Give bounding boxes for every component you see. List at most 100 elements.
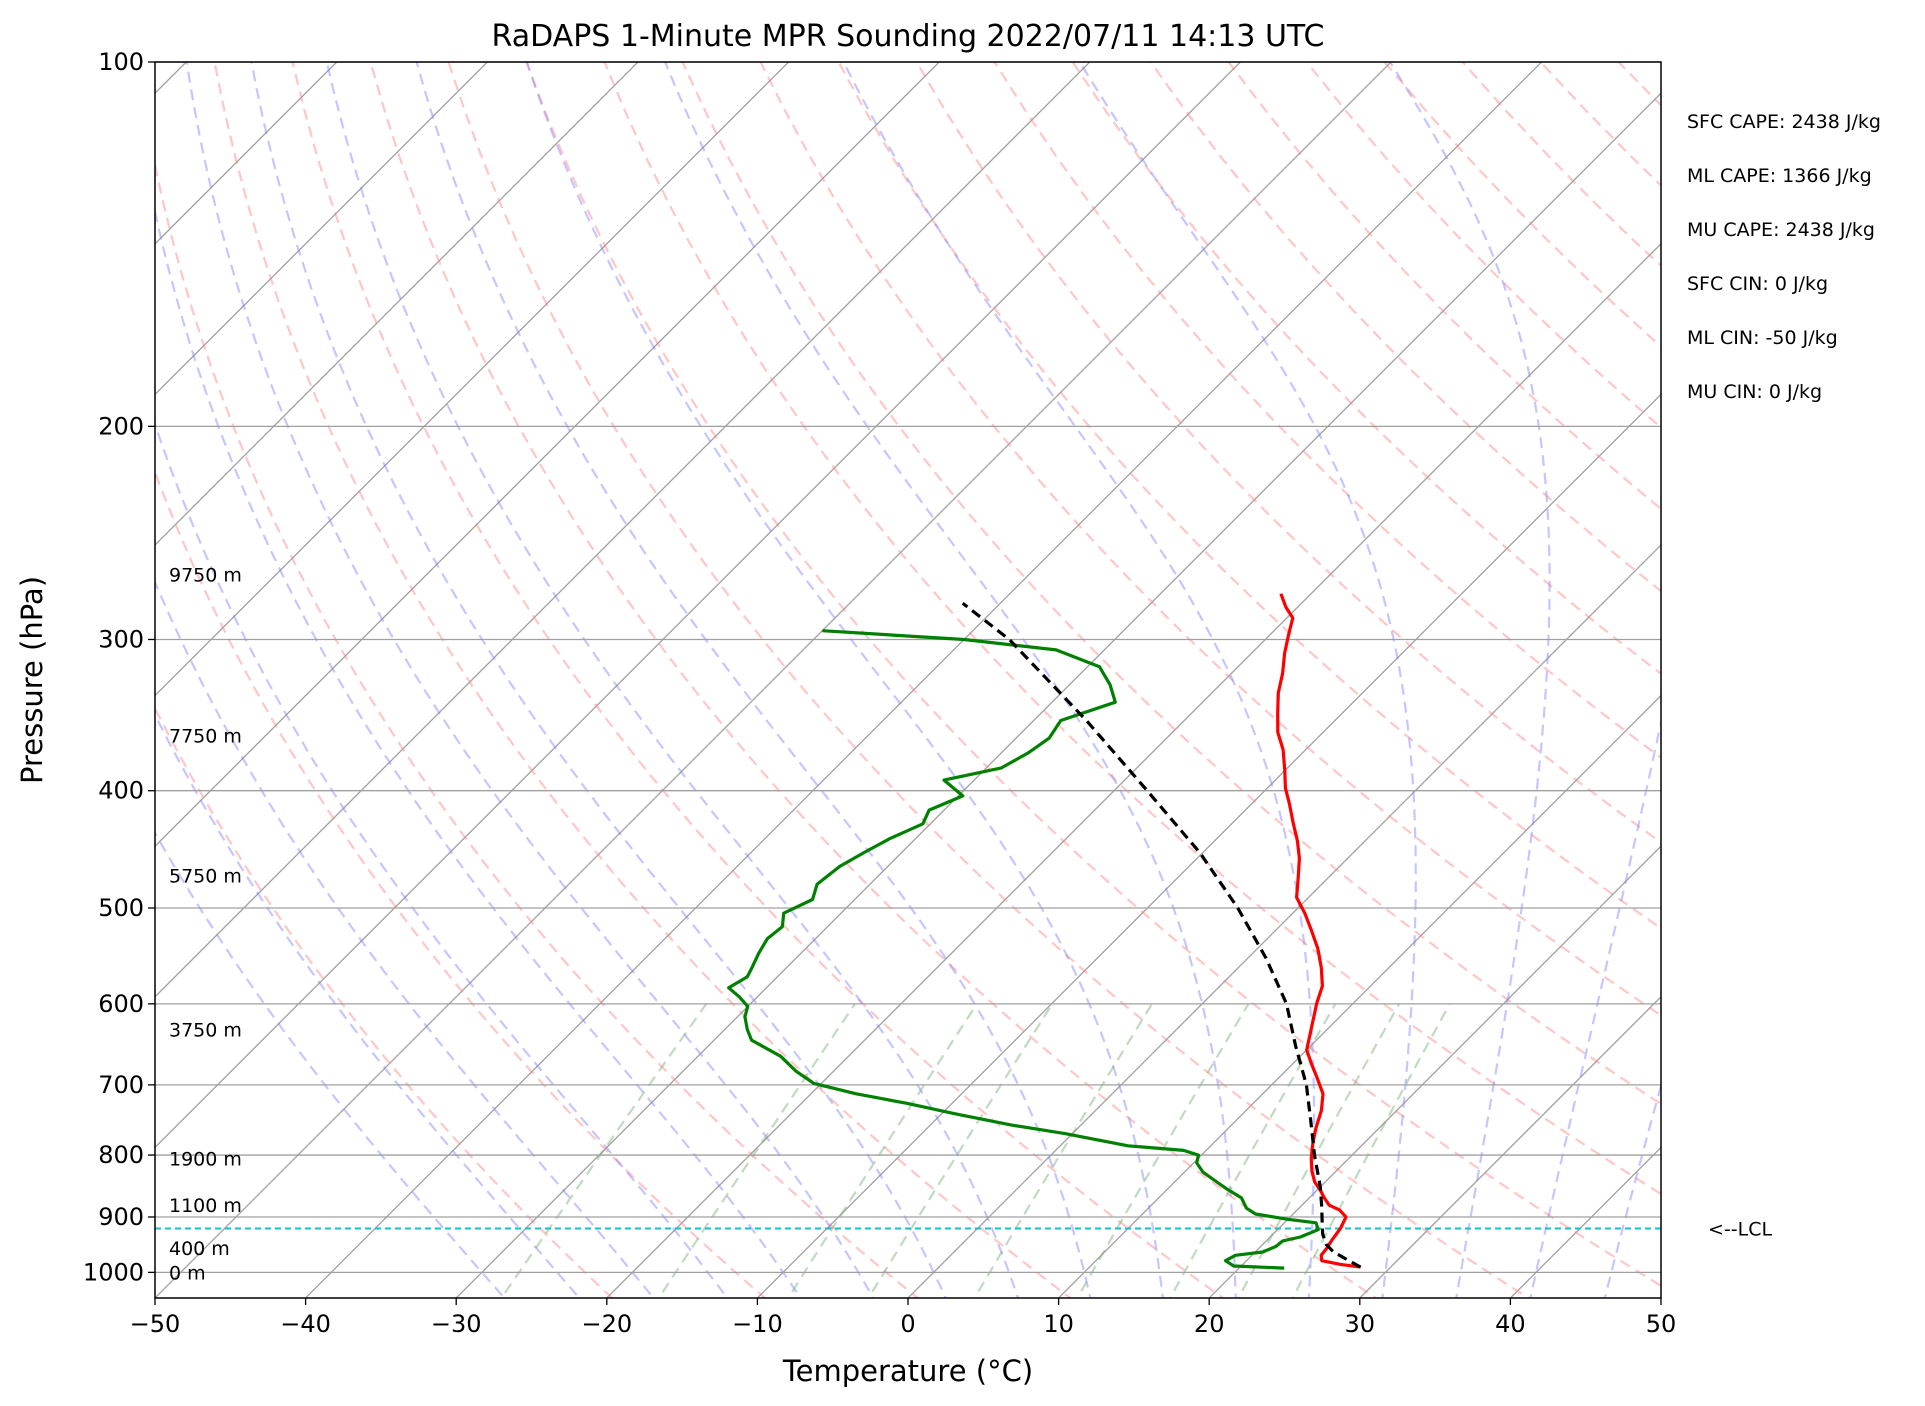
moist-adiabat-line	[155, 579, 655, 1298]
dry-adiabat-line	[213, 62, 1073, 1298]
lcl-label: <--LCL	[1708, 1219, 1772, 1241]
dry-adiabat-line	[759, 62, 1661, 1017]
isotherm-line	[455, 92, 1661, 1298]
x-tick-label: −40	[280, 1310, 331, 1338]
moist-adiabat-line	[1529, 717, 1661, 1298]
x-tick-label: −10	[732, 1310, 783, 1338]
stats-annotations: SFC CAPE: 2438 J/kg ML CAPE: 1366 J/kg MU …	[1687, 111, 1881, 403]
y-tick-label: 600	[98, 990, 144, 1018]
dry-adiabat-line	[1643, 7, 1925, 1323]
isotherm-line	[605, 242, 1661, 1298]
mixing-ratio-line	[1291, 1003, 1451, 1298]
height-label: 5750 m	[169, 865, 242, 887]
dry-adiabat-line	[1870, 7, 1925, 1323]
moist-adiabat-line	[415, 62, 1092, 1298]
isotherm-line	[155, 62, 639, 546]
isotherm-line	[1660, 1297, 1661, 1298]
height-label: 0 m	[169, 1262, 206, 1284]
dry-adiabat-line	[603, 62, 1661, 1196]
y-tick-label: 500	[98, 894, 144, 922]
moist-adiabat-line	[155, 206, 802, 1298]
x-axis-ticks: −50 −40 −30 −20 −10 0 10 20 30 40 50	[130, 1298, 1677, 1338]
isotherm-line	[155, 62, 1091, 998]
x-tick-label: −20	[581, 1310, 632, 1338]
stat-annotation: MU CAPE: 2438 J/kg	[1687, 219, 1875, 241]
moist-adiabat-line	[1603, 1081, 1661, 1298]
isotherm-line	[907, 544, 1661, 1298]
x-tick-label: 10	[1043, 1310, 1074, 1338]
stat-annotation: SFC CIN: 0 J/kg	[1687, 273, 1828, 295]
mixing-ratio-line	[786, 1003, 978, 1298]
dry-adiabat-line	[915, 62, 1661, 844]
dry-adiabat-line	[291, 62, 1225, 1298]
y-tick-label: 400	[98, 777, 144, 805]
isotherm-line	[1057, 694, 1661, 1298]
moist-adiabat-line	[1673, 62, 1925, 1323]
x-tick-label: −50	[130, 1310, 181, 1338]
dry-adiabat-line	[369, 62, 1378, 1298]
x-tick-label: 40	[1495, 1310, 1526, 1338]
x-tick-label: 20	[1194, 1310, 1225, 1338]
background-lines	[0, 0, 1925, 1323]
x-tick-label: −30	[431, 1310, 482, 1338]
height-label: 1100 m	[169, 1195, 242, 1217]
chart-title: RaDAPS 1-Minute MPR Sounding 2022/07/11 …	[492, 19, 1325, 54]
dry-adiabat-line	[681, 62, 1661, 1106]
moist-adiabat-line	[155, 830, 506, 1298]
dry-adiabat-line	[1461, 62, 1661, 268]
moist-adiabat-line	[250, 62, 947, 1298]
dry-adiabat-line	[155, 160, 920, 1298]
dry-adiabat-line	[1149, 62, 1661, 593]
isotherm-line	[1358, 995, 1661, 1298]
y-tick-label: 800	[98, 1141, 144, 1169]
height-label: 3750 m	[169, 1019, 242, 1041]
isotherm-line	[1208, 845, 1661, 1298]
mixing-ratio-line	[1168, 1003, 1337, 1298]
dry-adiabat-line	[447, 62, 1531, 1298]
isotherm-line	[155, 62, 1392, 1298]
isotherm-line	[155, 62, 1242, 1149]
y-axis-ticks: 1000 900 800 700 600 500 400 300 200 100	[83, 48, 155, 1286]
y-tick-label: 1000	[83, 1258, 144, 1286]
isotherm-line	[0, 0, 2, 1322]
x-axis-label: Temperature (°C)	[782, 1354, 1033, 1388]
x-tick-label: 30	[1345, 1310, 1376, 1338]
height-label: 400 m	[169, 1238, 230, 1260]
y-tick-label: 300	[98, 625, 144, 653]
isotherm-line	[304, 62, 1543, 1298]
series-group	[155, 593, 1661, 1270]
height-label: 7750 m	[169, 725, 242, 747]
isotherm-line	[155, 62, 489, 396]
mixing-ratio-line	[657, 1003, 856, 1298]
dry-adiabat-line	[837, 62, 1661, 930]
y-tick-label: 100	[98, 48, 144, 76]
temperature-line	[1276, 593, 1361, 1269]
moist-adiabat-line	[185, 62, 875, 1298]
dry-adiabat-line	[1071, 62, 1661, 676]
moist-adiabat-line	[1389, 62, 1551, 1298]
stat-annotation: SFC CAPE: 2438 J/kg	[1687, 111, 1881, 133]
height-label: 9750 m	[169, 564, 242, 586]
y-axis-label: Pressure (hPa)	[15, 576, 49, 784]
mixing-ratio-line	[500, 1003, 708, 1298]
dry-adiabat-line	[525, 62, 1661, 1288]
dry-adiabat-line	[1719, 7, 1925, 1323]
dry-adiabat-line	[1539, 62, 1661, 187]
isotherm-line	[756, 393, 1661, 1298]
stat-annotation: MU CIN: 0 J/kg	[1687, 381, 1822, 403]
x-tick-label: 50	[1646, 1310, 1677, 1338]
mixing-ratio-line	[1237, 1003, 1401, 1298]
y-tick-label: 200	[98, 412, 144, 440]
dry-adiabat-line	[1617, 62, 1661, 107]
dry-adiabat-line	[1383, 62, 1661, 348]
x-tick-label: 0	[900, 1310, 915, 1338]
dry-adiabat-line	[1227, 62, 1661, 511]
parcel-line	[961, 601, 1362, 1269]
moist-adiabat-line	[1747, 62, 1925, 1323]
moist-adiabat-line	[155, 421, 729, 1298]
stat-annotation: ML CAPE: 1366 J/kg	[1687, 165, 1872, 187]
mixing-ratio-line	[867, 1003, 1054, 1298]
height-label: 1900 m	[169, 1148, 242, 1170]
